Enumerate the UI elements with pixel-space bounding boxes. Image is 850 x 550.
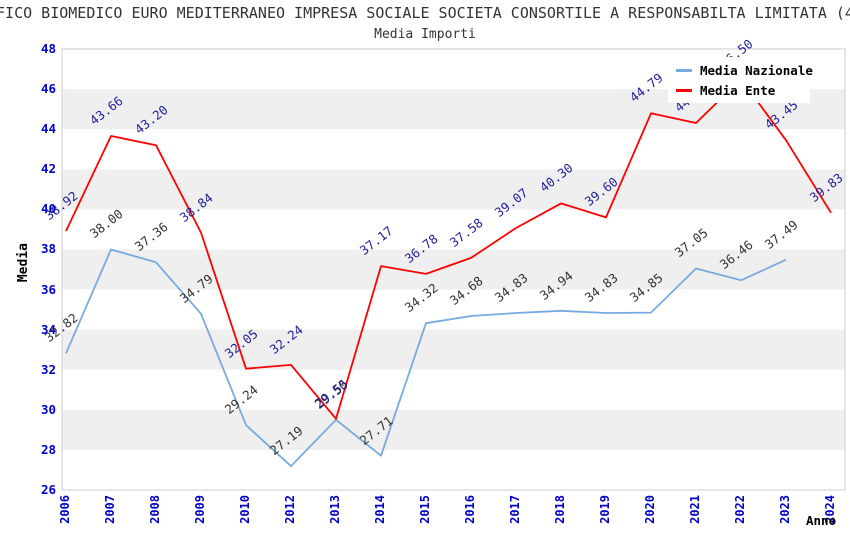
x-tick-label: 2019 [598,495,612,524]
x-tick-label: 2013 [328,495,342,524]
legend-item-media-nazionale: Media Nazionale [676,62,813,78]
chart-title: IFICO BIOMEDICO EURO MEDITERRANEO IMPRES… [0,4,850,22]
x-tick-label: 2009 [193,495,207,524]
plot-band [62,409,845,450]
x-tick-label: 2016 [463,495,477,524]
x-tick-label: 2020 [643,495,657,524]
x-tick-label: 2008 [148,495,162,524]
media-nazionale-line-swatch [676,68,692,72]
series-line-media-ente [65,78,832,420]
y-tick-label: 30 [40,401,56,417]
y-tick-label: 48 [40,41,56,56]
plot-border [61,48,846,491]
plot-band [62,249,845,290]
chart-subtitle: Media Importi [374,27,476,42]
x-tick-label: 2014 [373,495,387,524]
x-tick-label: 2007 [103,495,117,524]
plot-band [62,449,845,490]
plot-band [62,329,845,370]
y-tick-label: 42 [40,161,56,177]
x-tick-label: 2022 [733,495,747,524]
x-tick-label: 2018 [553,495,567,524]
x-tick-label: 2015 [418,495,432,524]
legend-label: Media Ente [700,82,776,98]
legend: Media Nazionale Media Ente [668,57,813,103]
series-line-media-nazionale [65,248,787,468]
x-tick-label: 2021 [688,495,702,524]
y-tick-label: 32 [40,361,56,377]
y-tick-label: 34 [40,321,56,337]
y-tick-label: 28 [40,441,56,457]
x-tick-label: 2023 [778,495,792,524]
x-tick-label: 2012 [283,495,297,524]
plot-band [62,129,845,170]
plot-band [62,169,845,210]
y-tick-label: 26 [40,482,56,497]
y-tick-label: 46 [40,81,56,97]
x-tick-label: 2006 [58,495,72,524]
x-tick-label: 2017 [508,495,522,524]
y-axis-title: Media [16,243,31,283]
y-tick-label: 38 [40,241,56,257]
x-tick-label: 2010 [238,495,252,524]
plot-band [62,289,845,330]
legend-item-media-ente: Media Ente [676,83,810,98]
y-tick-label: 44 [40,121,56,137]
y-tick-label: 36 [40,281,56,297]
y-tick-label: 40 [40,201,56,217]
x-axis-title: Anno [806,513,837,528]
media-ente-line-swatch [676,88,692,92]
plot-band [62,369,845,410]
legend-label: Media Nazionale [700,62,813,78]
